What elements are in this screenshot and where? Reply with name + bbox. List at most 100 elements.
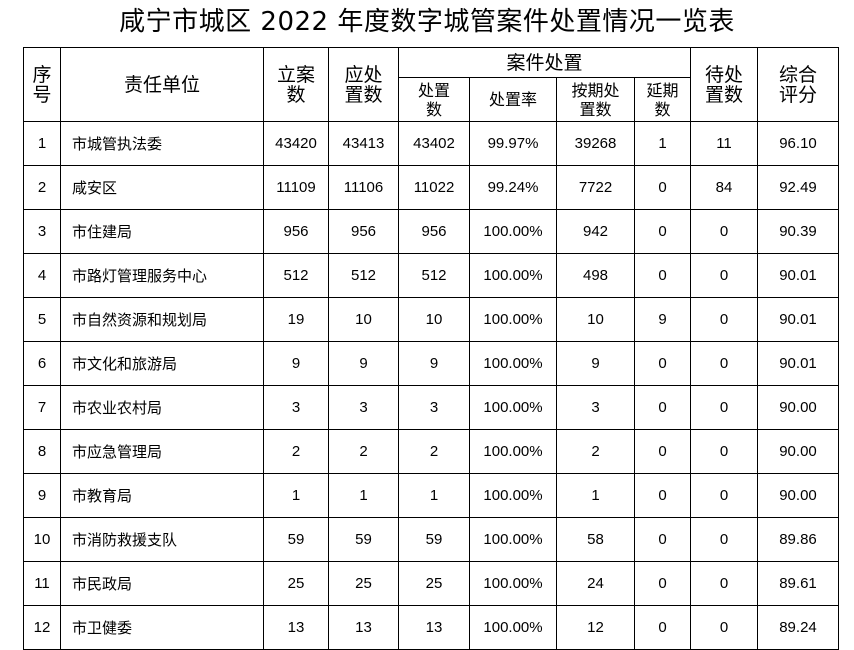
row-handled: 10 bbox=[398, 297, 470, 342]
row-score: 89.86 bbox=[757, 517, 839, 562]
row-score: 90.00 bbox=[757, 385, 839, 430]
row-delayed: 0 bbox=[634, 165, 691, 210]
header-due: 应处置数 bbox=[328, 47, 399, 122]
row-due: 59 bbox=[328, 517, 399, 562]
row-delayed: 0 bbox=[634, 385, 691, 430]
row-unit: 市自然资源和规划局 bbox=[60, 297, 264, 342]
row-handled: 2 bbox=[398, 429, 470, 474]
row-index: 7 bbox=[23, 385, 61, 430]
row-filed: 13 bbox=[263, 605, 329, 650]
row-ontime: 2 bbox=[556, 429, 635, 474]
row-pending: 0 bbox=[690, 297, 758, 342]
header-filed: 立案数 bbox=[263, 47, 329, 122]
row-delayed: 0 bbox=[634, 517, 691, 562]
row-pending: 0 bbox=[690, 473, 758, 518]
row-due: 3 bbox=[328, 385, 399, 430]
table-row: 1 市城管执法委 43420 43413 43402 99.97% 39268 1 11 96.1… bbox=[23, 121, 839, 166]
row-handled: 43402 bbox=[398, 121, 470, 166]
row-score: 90.39 bbox=[757, 209, 839, 254]
row-handled: 9 bbox=[398, 341, 470, 386]
header-delayed: 延期数 bbox=[634, 77, 691, 122]
row-delayed: 1 bbox=[634, 121, 691, 166]
row-ontime: 3 bbox=[556, 385, 635, 430]
table-row: 10 市消防救援支队 59 59 59 100.00% 58 0 0 89.86 bbox=[23, 517, 839, 562]
row-delayed: 0 bbox=[634, 341, 691, 386]
row-filed: 2 bbox=[263, 429, 329, 474]
row-delayed: 0 bbox=[634, 209, 691, 254]
row-filed: 19 bbox=[263, 297, 329, 342]
row-rate: 100.00% bbox=[469, 517, 557, 562]
table-row: 8 市应急管理局 2 2 2 100.00% 2 0 0 90.00 bbox=[23, 429, 839, 474]
row-index: 9 bbox=[23, 473, 61, 518]
row-unit: 市消防救援支队 bbox=[60, 517, 264, 562]
row-delayed: 0 bbox=[634, 605, 691, 650]
row-due: 2 bbox=[328, 429, 399, 474]
row-delayed: 0 bbox=[634, 253, 691, 298]
row-ontime: 942 bbox=[556, 209, 635, 254]
header-score: 综合评分 bbox=[757, 47, 839, 122]
row-pending: 0 bbox=[690, 341, 758, 386]
row-index: 8 bbox=[23, 429, 61, 474]
row-filed: 59 bbox=[263, 517, 329, 562]
row-due: 512 bbox=[328, 253, 399, 298]
header-group: 案件处置 bbox=[398, 47, 691, 78]
row-delayed: 0 bbox=[634, 429, 691, 474]
table-row: 6 市文化和旅游局 9 9 9 100.00% 9 0 0 90.01 bbox=[23, 341, 839, 386]
row-ontime: 58 bbox=[556, 517, 635, 562]
row-due: 1 bbox=[328, 473, 399, 518]
row-index: 10 bbox=[23, 517, 61, 562]
header-unit: 责任单位 bbox=[60, 47, 264, 122]
row-filed: 9 bbox=[263, 341, 329, 386]
row-unit: 市住建局 bbox=[60, 209, 264, 254]
table-row: 2 咸安区 11109 11106 11022 99.24% 7722 0 84 92.49 bbox=[23, 165, 839, 210]
row-unit: 市卫健委 bbox=[60, 605, 264, 650]
row-pending: 11 bbox=[690, 121, 758, 166]
row-ontime: 39268 bbox=[556, 121, 635, 166]
row-ontime: 9 bbox=[556, 341, 635, 386]
row-handled: 512 bbox=[398, 253, 470, 298]
header-rate: 处置率 bbox=[469, 77, 557, 122]
row-rate: 100.00% bbox=[469, 253, 557, 298]
table-row: 5 市自然资源和规划局 19 10 10 100.00% 10 9 0 90.01 bbox=[23, 297, 839, 342]
row-ontime: 24 bbox=[556, 561, 635, 606]
header-pending: 待处置数 bbox=[690, 47, 758, 122]
row-handled: 3 bbox=[398, 385, 470, 430]
row-rate: 100.00% bbox=[469, 429, 557, 474]
header-handled: 处置数 bbox=[398, 77, 470, 122]
row-ontime: 10 bbox=[556, 297, 635, 342]
row-pending: 0 bbox=[690, 561, 758, 606]
row-due: 10 bbox=[328, 297, 399, 342]
row-score: 90.01 bbox=[757, 341, 839, 386]
row-pending: 0 bbox=[690, 517, 758, 562]
row-pending: 0 bbox=[690, 253, 758, 298]
row-due: 956 bbox=[328, 209, 399, 254]
row-filed: 11109 bbox=[263, 165, 329, 210]
row-index: 3 bbox=[23, 209, 61, 254]
row-pending: 84 bbox=[690, 165, 758, 210]
row-score: 90.01 bbox=[757, 253, 839, 298]
header-ontime: 按期处置数 bbox=[556, 77, 635, 122]
row-rate: 99.24% bbox=[469, 165, 557, 210]
row-handled: 59 bbox=[398, 517, 470, 562]
row-delayed: 0 bbox=[634, 473, 691, 518]
table-row: 4 市路灯管理服务中心 512 512 512 100.00% 498 0 0 90.01 bbox=[23, 253, 839, 298]
row-unit: 咸安区 bbox=[60, 165, 264, 210]
row-due: 25 bbox=[328, 561, 399, 606]
header-index: 序号 bbox=[23, 47, 61, 122]
row-rate: 100.00% bbox=[469, 561, 557, 606]
row-ontime: 1 bbox=[556, 473, 635, 518]
row-score: 92.49 bbox=[757, 165, 839, 210]
row-index: 6 bbox=[23, 341, 61, 386]
row-filed: 3 bbox=[263, 385, 329, 430]
row-index: 12 bbox=[23, 605, 61, 650]
row-score: 90.01 bbox=[757, 297, 839, 342]
case-table: 序号 责任单位 立案数 应处置数 案件处置 待处置数 综合评分 处置数 处置率 … bbox=[23, 47, 839, 650]
row-index: 2 bbox=[23, 165, 61, 210]
table-row: 9 市教育局 1 1 1 100.00% 1 0 0 90.00 bbox=[23, 473, 839, 518]
page-title: 咸宁市城区 2022 年度数字城管案件处置情况一览表 bbox=[119, 7, 735, 37]
row-filed: 1 bbox=[263, 473, 329, 518]
row-score: 89.61 bbox=[757, 561, 839, 606]
row-rate: 100.00% bbox=[469, 385, 557, 430]
row-handled: 13 bbox=[398, 605, 470, 650]
row-ontime: 7722 bbox=[556, 165, 635, 210]
